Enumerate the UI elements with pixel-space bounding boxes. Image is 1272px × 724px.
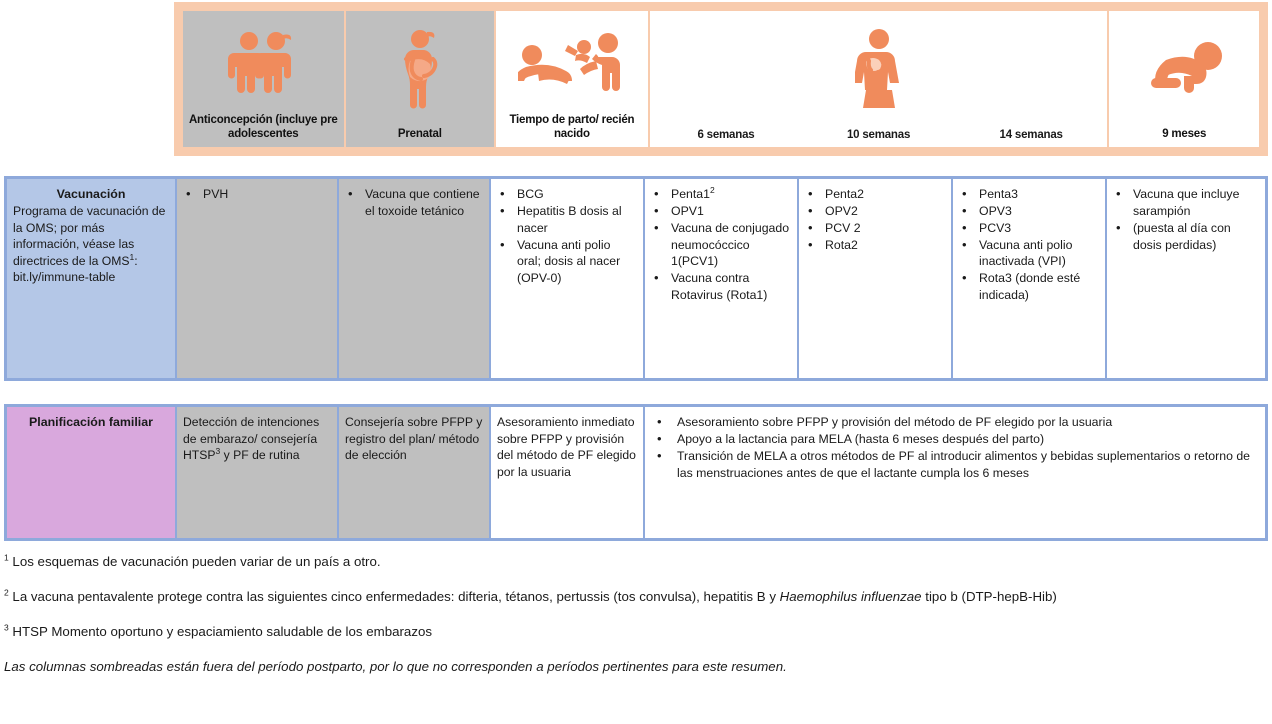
footnote-1-text: Los esquemas de vacunación pueden variar… bbox=[8, 554, 381, 569]
list-item: PCV 2 bbox=[805, 219, 945, 237]
footnote-3: 3 HTSP Momento oportuno y espaciamiento … bbox=[4, 622, 1268, 642]
timeline-cell-9-meses: 9 meses bbox=[1108, 10, 1260, 148]
vaccination-cell-parto: BCG Hepatitis B dosis al nacer Vacuna an… bbox=[491, 179, 643, 378]
list-item: OPV3 bbox=[959, 202, 1099, 220]
footnote-shaded-columns: Las columnas sombreadas están fuera del … bbox=[4, 658, 787, 674]
list-item: OPV2 bbox=[805, 202, 945, 220]
vaccination-list-10-semanas: Penta2 OPV2 PCV 2 Rota2 bbox=[805, 185, 945, 254]
list-item: (puesta al día con dosis perdidas) bbox=[1113, 219, 1259, 254]
vaccination-title: Vacunación bbox=[56, 187, 126, 201]
vaccination-list-parto: BCG Hepatitis B dosis al nacer Vacuna an… bbox=[497, 185, 637, 288]
vaccination-description-text: Programa de vacunación de la OMS; por má… bbox=[13, 204, 166, 268]
footnote-marker-3: 3 bbox=[4, 622, 9, 633]
vaccination-row-label: Vacunación Programa de vacunación de la … bbox=[7, 179, 175, 378]
woman-holding-baby-icon bbox=[802, 11, 955, 129]
list-item: Apoyo a la lactancia para MELA (hasta 6 … bbox=[651, 430, 1259, 448]
timeline-label-anticoncepcion: Anticoncepción (incluye pre adolescentes bbox=[188, 113, 338, 140]
vaccination-list-anticoncepcion: PVH bbox=[183, 185, 331, 203]
list-item: Rota3 (donde esté indicada) bbox=[959, 269, 1099, 304]
list-item: Penta12 bbox=[651, 184, 791, 203]
list-item: Vacuna que incluye sarampión bbox=[1113, 185, 1259, 220]
list-item: Hepatitis B dosis al nacer bbox=[497, 202, 637, 237]
list-item: Vacuna de conjugado neumocóccico 1(PCV1) bbox=[651, 219, 791, 271]
footnote-marker: 3 bbox=[215, 446, 221, 457]
family-planning-table: Planificación familiar Detección de inte… bbox=[4, 404, 1268, 541]
list-item: Penta2 bbox=[805, 185, 945, 203]
vaccination-cell-9-meses: Vacuna que incluye sarampión (puesta al … bbox=[1107, 179, 1265, 378]
vaccination-list-6-semanas: Penta12 OPV1 Vacuna de conjugado neumocó… bbox=[651, 184, 791, 304]
list-item: Vacuna anti polio oral; dosis al nacer (… bbox=[497, 236, 637, 288]
timeline-label-parto: Tiempo de parto/ recién nacido bbox=[509, 113, 635, 140]
list-item: Transición de MELA a otros métodos de PF… bbox=[651, 447, 1259, 482]
list-item: Asesoramiento sobre PFPP y provisión del… bbox=[651, 413, 1259, 431]
vaccination-list-14-semanas: Penta3 OPV3 PCV3 Vacuna anti polio inact… bbox=[959, 185, 1099, 304]
vaccination-cell-14-semanas: Penta3 OPV3 PCV3 Vacuna anti polio inact… bbox=[953, 179, 1105, 378]
list-item: Rota2 bbox=[805, 236, 945, 254]
list-item: Vacuna que contiene el toxoide tetánico bbox=[345, 185, 483, 220]
vaccination-cell-10-semanas: Penta2 OPV2 PCV 2 Rota2 bbox=[799, 179, 951, 378]
family-planning-cell-anticoncepcion: Detección de intenciones de embarazo/ co… bbox=[177, 407, 337, 538]
family-planning-text-anticoncepcion: Detección de intenciones de embarazo/ co… bbox=[183, 414, 331, 464]
pregnant-woman-icon bbox=[346, 11, 495, 127]
family-planning-cell-postpartum-span: Asesoramiento sobre PFPP y provisión del… bbox=[645, 407, 1265, 538]
vaccination-footnote-marker: 1 bbox=[129, 251, 135, 262]
crawling-baby-icon bbox=[1109, 11, 1259, 127]
timeline-cell-parto: Tiempo de parto/ recién nacido bbox=[495, 10, 649, 148]
timeline-label-10-semanas: 10 semanas bbox=[846, 129, 911, 141]
list-item: OPV1 bbox=[651, 202, 791, 220]
footnote-marker-2: 2 bbox=[4, 587, 9, 598]
vaccination-cell-prenatal: Vacuna que contiene el toxoide tetánico bbox=[339, 179, 489, 378]
family-planning-text-prenatal: Consejería sobre PFPP y registro del pla… bbox=[345, 415, 483, 463]
vaccination-description: Programa de vacunación de la OMS; por má… bbox=[13, 203, 169, 285]
birth-newborn-icon bbox=[496, 11, 648, 113]
family-planning-text-parto: Asesoramiento inmediato sobre PFPP y pro… bbox=[497, 415, 636, 480]
family-planning-cell-prenatal: Consejería sobre PFPP y registro del pla… bbox=[339, 407, 489, 538]
timeline-header: Anticoncepción (incluye pre adolescentes… bbox=[174, 2, 1268, 156]
footnote-marker-1: 1 bbox=[4, 552, 9, 563]
vaccination-list-prenatal: Vacuna que contiene el toxoide tetánico bbox=[345, 185, 483, 220]
vaccination-description-tail: : bit.ly/immune-table bbox=[13, 253, 138, 284]
footnote-3-text: HTSP Momento oportuno y espaciamiento sa… bbox=[8, 623, 433, 639]
list-item: PCV3 bbox=[959, 219, 1099, 237]
footnote-2-text: La vacuna pentavalente protege contra la… bbox=[8, 588, 780, 604]
vaccination-cell-6-semanas: Penta12 OPV1 Vacuna de conjugado neumocó… bbox=[645, 179, 797, 378]
family-planning-row-label: Planificación familiar bbox=[7, 407, 175, 538]
fp-text: Detección de intenciones de embarazo/ co… bbox=[183, 415, 320, 463]
two-people-icon bbox=[183, 11, 344, 113]
footnote-1: 1 Los esquemas de vacunación pueden vari… bbox=[4, 552, 1268, 572]
fp-text-tail: y PF de rutina bbox=[220, 448, 300, 463]
timeline-label-prenatal: Prenatal bbox=[397, 127, 442, 140]
timeline-cell-prenatal: Prenatal bbox=[344, 10, 496, 148]
timeline-label-9-meses: 9 meses bbox=[1162, 127, 1207, 140]
timeline-cell-anticoncepcion: Anticoncepción (incluye pre adolescentes bbox=[182, 10, 345, 148]
vaccination-cell-anticoncepcion: PVH bbox=[177, 179, 337, 378]
timeline-icon-slot-6-semanas bbox=[650, 11, 803, 129]
list-item: Vacuna contra Rotavirus (Rota1) bbox=[651, 269, 791, 304]
footnote-marker: 2 bbox=[709, 184, 715, 195]
footnotes: 1 Los esquemas de vacunación pueden vari… bbox=[4, 552, 1268, 692]
family-planning-cell-parto: Asesoramiento inmediato sobre PFPP y pro… bbox=[491, 407, 643, 538]
timeline-label-14-semanas: 14 semanas bbox=[999, 129, 1063, 141]
list-item: PVH bbox=[183, 185, 331, 203]
family-planning-title: Planificación familiar bbox=[29, 415, 153, 429]
footnote-2-tail: tipo b (DTP-hepB-Hib) bbox=[921, 588, 1057, 604]
list-item-text: Penta1 bbox=[671, 187, 710, 201]
timeline-label-6-semanas: 6 semanas bbox=[697, 129, 755, 141]
footnote-2-emphasis: Haemophilus influenzae bbox=[779, 588, 922, 604]
vaccination-list-9-meses: Vacuna que incluye sarampión (puesta al … bbox=[1113, 185, 1259, 254]
footnote-2: 2 La vacuna pentavalente protege contra … bbox=[4, 587, 1268, 607]
list-item: Penta3 bbox=[959, 185, 1099, 203]
list-item: BCG bbox=[497, 185, 637, 203]
vaccination-table: Vacunación Programa de vacunación de la … bbox=[4, 176, 1268, 381]
family-planning-list-postpartum: Asesoramiento sobre PFPP y provisión del… bbox=[651, 413, 1259, 482]
timeline-cell-weeks-group: 6 semanas 10 semanas 14 semanas bbox=[648, 10, 1109, 148]
list-item: Vacuna anti polio inactivada (VPI) bbox=[959, 236, 1099, 271]
timeline-icon-slot-14-semanas bbox=[955, 11, 1108, 129]
